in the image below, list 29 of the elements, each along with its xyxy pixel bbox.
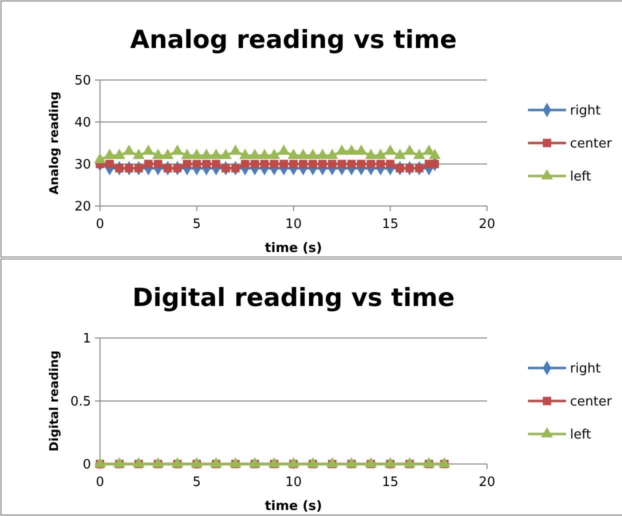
x-axis-title: time (s) xyxy=(264,241,322,256)
legend-label: left xyxy=(570,428,592,443)
chart-title: Analog reading vs time xyxy=(130,25,457,54)
legend-label: center xyxy=(570,394,612,410)
y-tick-label: 40 xyxy=(74,116,91,131)
legend-label: center xyxy=(570,136,612,152)
x-tick-label: 10 xyxy=(285,217,302,232)
x-tick-label: 0 xyxy=(96,475,104,490)
x-tick-label: 0 xyxy=(96,217,104,232)
y-tick-label: 1 xyxy=(82,332,91,347)
y-axis-title: Digital reading xyxy=(47,350,61,452)
y-tick-label: 30 xyxy=(74,158,91,173)
x-tick-label: 20 xyxy=(478,217,496,232)
x-tick-label: 20 xyxy=(478,475,496,490)
y-tick-label: 20 xyxy=(74,200,91,215)
y-tick-label: 0 xyxy=(82,458,91,473)
x-tick-label: 10 xyxy=(285,475,302,490)
x-tick-label: 5 xyxy=(192,475,201,490)
x-tick-label: 15 xyxy=(382,217,399,232)
legend-label: left xyxy=(570,170,592,185)
x-axis-title: time (s) xyxy=(264,499,322,514)
legend-label: right xyxy=(570,104,601,119)
y-tick-label: 50 xyxy=(74,74,91,89)
legend-label: right xyxy=(570,362,601,377)
y-axis-title: Analog reading xyxy=(47,91,61,195)
x-tick-label: 5 xyxy=(192,217,201,232)
x-tick-label: 15 xyxy=(382,475,399,490)
y-tick-label: 0.5 xyxy=(70,394,91,410)
chart-title: Digital reading vs time xyxy=(132,283,455,312)
